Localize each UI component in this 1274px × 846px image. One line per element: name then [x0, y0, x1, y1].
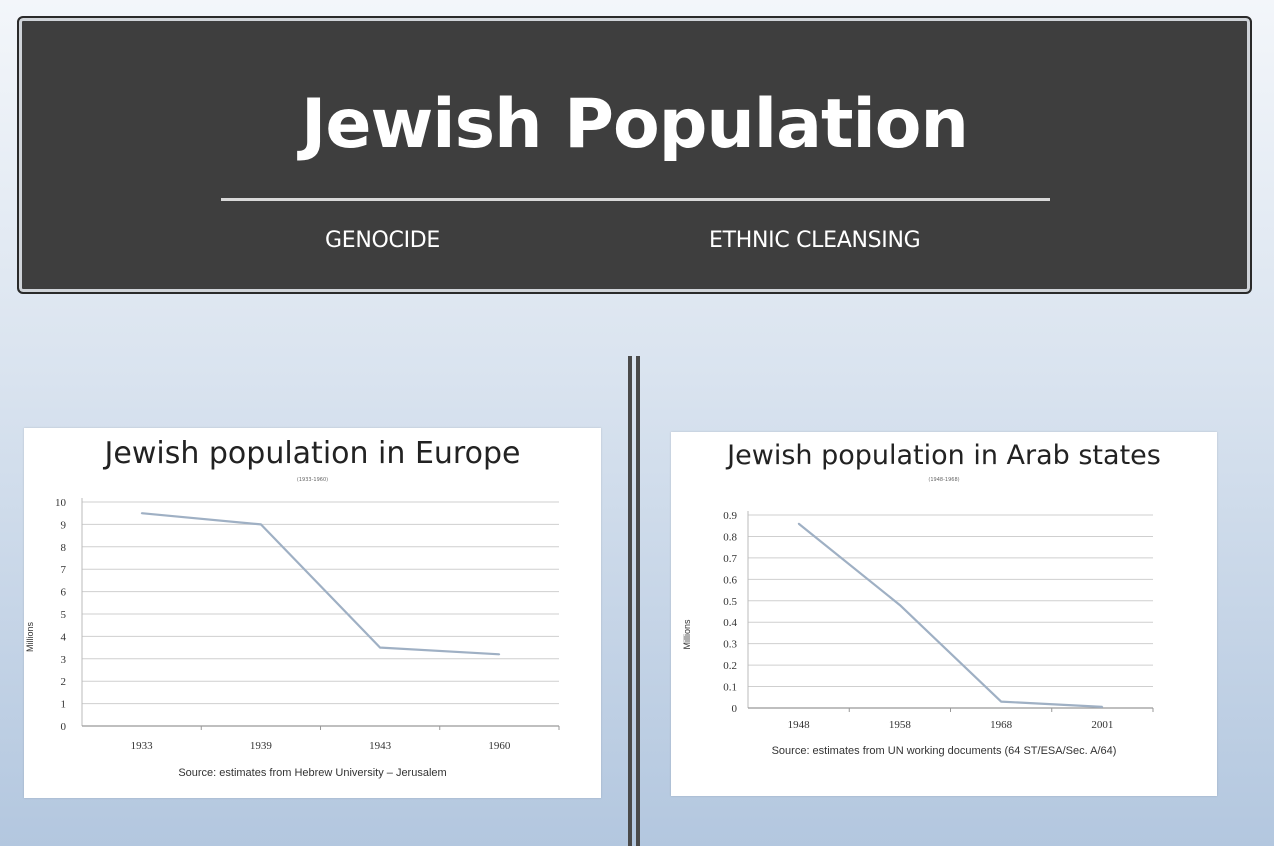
data-point: [379, 646, 381, 649]
series-line: [797, 522, 1103, 708]
chart-subtitle: (1933-1960): [297, 477, 328, 483]
chart-source: Source: estimates from Hebrew University…: [178, 767, 446, 779]
x-tick-label: 1933: [131, 740, 154, 752]
x-tick-label: 1943: [369, 740, 392, 752]
y-tick-label: 8: [61, 542, 67, 554]
page-title: Jewish Population: [301, 85, 969, 164]
chart-arab-states-panel: Jewish population in Arab states (1948-19…: [671, 432, 1217, 796]
data-point: [260, 523, 262, 526]
data-point: [498, 653, 501, 656]
y-tick-label: 0.1: [723, 682, 737, 694]
y-tick-label: 0.5: [723, 596, 737, 608]
divider-bar-right: [636, 356, 640, 846]
x-tick-label: 2001: [1091, 719, 1113, 731]
chart-europe: Jewish population in Europe (1933-1960) 0 1…: [25, 436, 560, 779]
y-tick-label: 9: [61, 519, 67, 531]
subtitle-genocide: GENOCIDE: [325, 228, 441, 253]
y-tick-label: 0: [732, 703, 738, 715]
y-tick-label: 5: [61, 609, 67, 621]
y-tick-label: 0.3: [723, 639, 737, 651]
chart-subtitle: (1948-1968): [928, 477, 959, 483]
x-tick-label: 1960: [488, 740, 511, 752]
data-point: [140, 512, 143, 514]
y-tick-label: 0.6: [723, 574, 737, 586]
y-tick-label: 1: [61, 699, 67, 711]
chart-europe-panel: Jewish population in Europe (1933-1960) 0 1…: [24, 428, 601, 798]
x-tick-label: 1968: [990, 719, 1013, 731]
divider-bar-left: [628, 356, 632, 846]
data-point: [797, 522, 800, 525]
y-tick-label: 6: [61, 587, 67, 599]
data-point: [899, 604, 901, 606]
y-axis-label: Millions: [25, 622, 35, 653]
x-tick-label: 1948: [788, 719, 811, 731]
title-divider: [221, 198, 1050, 201]
chart-source: Source: estimates from UN working docume…: [772, 745, 1117, 757]
chart-title: Jewish population in Arab states: [725, 440, 1161, 471]
data-point: [1000, 700, 1002, 703]
data-point: [1101, 706, 1104, 708]
chart-arab-states: Jewish population in Arab states (1948-19…: [682, 440, 1161, 757]
series-line: [141, 512, 500, 656]
y-tick-label: 0.8: [723, 531, 737, 543]
x-tick-label: 1958: [889, 719, 912, 731]
y-tick-label: 0.7: [723, 553, 737, 565]
y-tick-label: 0.9: [723, 510, 737, 522]
y-tick-label: 3: [61, 654, 67, 666]
y-tick-label: 0.2: [723, 660, 737, 672]
y-tick-label: 7: [61, 564, 67, 576]
y-tick-label: 0.4: [723, 617, 737, 629]
y-tick-label: 4: [61, 631, 67, 643]
y-axis-label: Millions: [682, 619, 692, 650]
y-tick-label: 10: [55, 497, 67, 509]
title-banner: Jewish Population GENOCIDE ETHNIC CLEANS…: [17, 16, 1252, 294]
column-divider: [628, 356, 640, 846]
x-tick-label: 1939: [250, 740, 273, 752]
chart-title: Jewish population in Europe: [103, 436, 521, 471]
y-tick-label: 2: [61, 676, 67, 688]
subtitle-ethnic-cleansing: ETHNIC CLEANSING: [709, 228, 921, 253]
y-tick-label: 0: [61, 721, 67, 733]
